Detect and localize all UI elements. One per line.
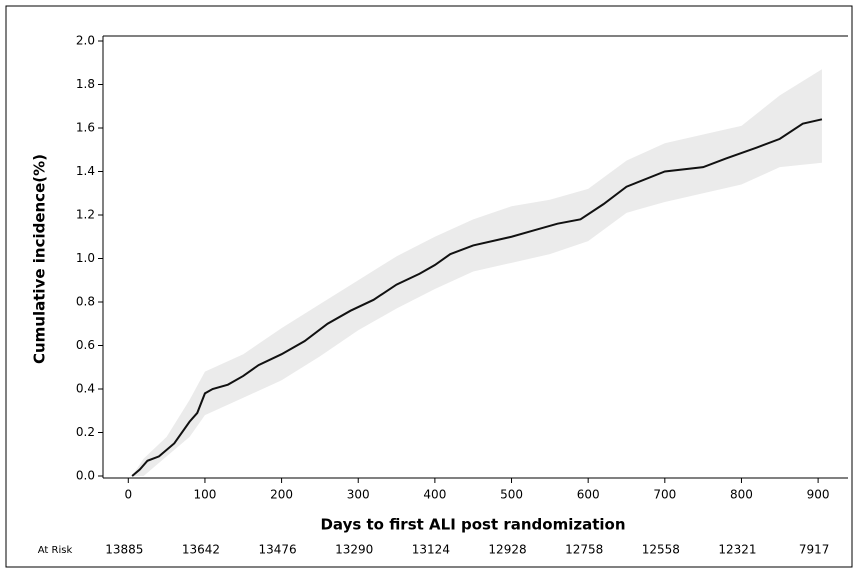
- y-axis-label: Cumulative incidence(%): [31, 154, 49, 364]
- y-tick-label: 0.6: [76, 338, 95, 352]
- at-risk-value: 12758: [565, 543, 603, 557]
- x-tick-label: 500: [500, 488, 523, 502]
- at-risk-value: 12928: [488, 543, 526, 557]
- x-tick-label: 100: [193, 488, 216, 502]
- at-risk-value: 12321: [718, 543, 756, 557]
- x-tick-label: 700: [653, 488, 676, 502]
- y-tick-label: 1.4: [76, 164, 95, 178]
- at-risk-value: 13290: [335, 543, 373, 557]
- x-tick-label: 600: [577, 488, 600, 502]
- x-tick-label: 0: [124, 488, 132, 502]
- y-tick-label: 1.8: [76, 77, 95, 91]
- y-tick-label: 0.0: [76, 469, 95, 483]
- x-tick-label: 300: [347, 488, 370, 502]
- x-tick-label: 800: [730, 488, 753, 502]
- at-risk-value: 13476: [258, 543, 296, 557]
- at-risk-value: 13124: [412, 543, 450, 557]
- at-risk-label: At Risk: [38, 545, 73, 556]
- y-tick-label: 0.8: [76, 295, 95, 309]
- frame: [5, 5, 853, 568]
- x-tick-label: 900: [807, 488, 830, 502]
- at-risk-value: 7917: [799, 543, 830, 557]
- at-risk-value: 13642: [182, 543, 220, 557]
- x-tick-label: 400: [423, 488, 446, 502]
- confidence-band: [132, 69, 822, 477]
- x-axis-label: Days to first ALI post randomization: [320, 516, 625, 534]
- at-risk-value: 13885: [105, 543, 143, 557]
- y-tick-label: 2.0: [76, 34, 95, 48]
- y-tick-label: 1.0: [76, 251, 95, 265]
- incidence-line: [131, 118, 823, 477]
- y-tick-label: 0.2: [76, 425, 95, 439]
- at-risk-value: 12558: [642, 543, 680, 557]
- x-tick-label: 200: [270, 488, 293, 502]
- y-tick-label: 1.6: [76, 121, 95, 135]
- y-tick-label: 0.4: [76, 382, 95, 396]
- y-tick-label: 1.2: [76, 208, 95, 222]
